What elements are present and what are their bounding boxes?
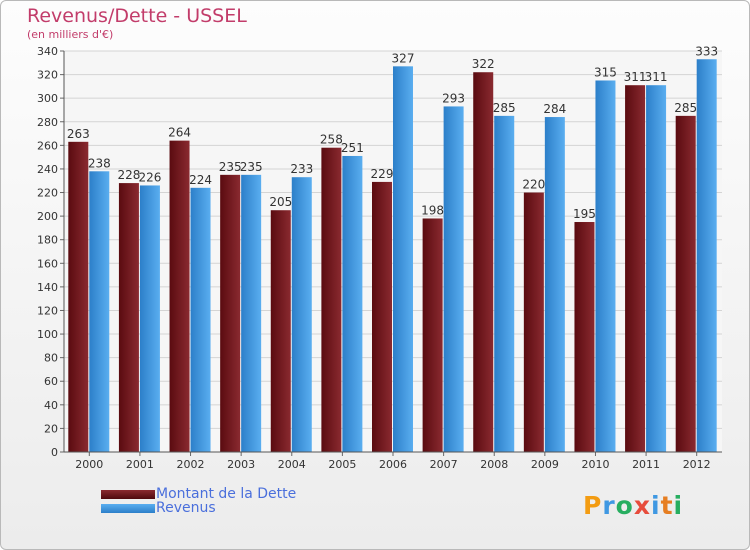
y-tick-label: 60	[44, 375, 58, 388]
x-tick-label: 2002	[177, 458, 205, 471]
x-tick-label: 2001	[126, 458, 154, 471]
data-label-dette: 285	[674, 101, 697, 115]
proxiti-logo: Proxiti	[583, 491, 684, 520]
y-tick-label: 300	[37, 92, 58, 105]
x-tick-label: 2012	[683, 458, 711, 471]
x-tick-label: 2011	[632, 458, 660, 471]
y-tick-label: 40	[44, 399, 58, 412]
bar-dette	[118, 183, 139, 452]
bar-revenus	[241, 174, 262, 452]
data-label-revenus: 238	[88, 156, 111, 170]
data-label-dette: 235	[219, 160, 242, 174]
bar-revenus	[89, 171, 110, 453]
y-tick-label: 140	[37, 281, 58, 294]
x-tick-label: 2005	[328, 458, 356, 471]
y-tick-label: 160	[37, 257, 58, 270]
data-label-revenus: 315	[594, 65, 617, 79]
x-tick-label: 2004	[278, 458, 306, 471]
bar-revenus	[494, 115, 515, 452]
data-label-dette: 322	[472, 57, 495, 71]
bar-dette	[473, 72, 494, 453]
data-label-dette: 198	[421, 203, 444, 217]
data-label-revenus: 333	[695, 44, 718, 58]
bar-revenus	[342, 155, 363, 452]
data-label-revenus: 311	[645, 70, 668, 84]
legend-swatch-revenus	[101, 504, 155, 513]
chart-title: Revenus/Dette - USSEL	[27, 5, 247, 27]
y-tick-label: 340	[37, 45, 58, 58]
y-tick-label: 120	[37, 304, 58, 317]
bar-revenus	[393, 66, 413, 453]
data-label-dette: 258	[320, 133, 343, 147]
bar-dette	[372, 181, 392, 452]
data-label-revenus: 284	[543, 102, 566, 116]
bar-revenus	[443, 106, 464, 453]
bar-revenus	[646, 85, 667, 452]
bar-dette	[321, 147, 342, 452]
data-label-revenus: 224	[189, 173, 212, 187]
data-label-dette: 220	[522, 178, 545, 192]
y-tick-label: 220	[37, 187, 58, 200]
y-tick-label: 200	[37, 210, 58, 223]
data-label-revenus: 285	[493, 101, 516, 115]
y-tick-label: 260	[37, 139, 58, 152]
bar-dette	[169, 140, 190, 452]
bar-dette	[625, 85, 646, 452]
data-label-dette: 311	[624, 70, 647, 84]
data-label-revenus: 251	[341, 141, 364, 155]
bar-revenus	[544, 117, 565, 452]
x-tick-label: 2010	[581, 458, 609, 471]
chart-subtitle: (en milliers d'€)	[27, 28, 114, 41]
data-label-dette: 229	[371, 167, 394, 181]
data-label-dette: 205	[269, 195, 292, 209]
x-tick-label: 2009	[531, 458, 559, 471]
legend-label-revenus: Revenus	[156, 500, 216, 516]
y-tick-label: 0	[51, 446, 58, 459]
bar-revenus	[139, 185, 160, 452]
bar-revenus	[190, 187, 211, 452]
bar-revenus	[291, 177, 312, 452]
y-tick-label: 80	[44, 352, 58, 365]
y-tick-label: 180	[37, 234, 58, 247]
bar-dette	[422, 218, 443, 452]
bar-dette	[270, 210, 291, 452]
data-label-revenus: 226	[138, 170, 161, 184]
data-label-dette: 264	[168, 126, 191, 140]
bar-revenus	[696, 59, 717, 452]
bar-dette	[523, 192, 544, 452]
y-tick-label: 240	[37, 163, 58, 176]
data-label-revenus: 235	[240, 160, 263, 174]
data-label-revenus: 327	[392, 51, 415, 65]
y-tick-label: 100	[37, 328, 58, 341]
data-label-revenus: 233	[290, 162, 313, 176]
x-tick-label: 2007	[430, 458, 458, 471]
data-label-revenus: 293	[442, 91, 465, 105]
legend-label-dette: Montant de la Dette	[156, 486, 297, 502]
bar-revenus	[595, 80, 616, 452]
x-tick-label: 2008	[480, 458, 508, 471]
y-tick-label: 20	[44, 422, 58, 435]
y-tick-label: 320	[37, 69, 58, 82]
data-label-dette: 195	[573, 207, 596, 221]
x-tick-label: 2003	[227, 458, 255, 471]
bar-dette	[675, 115, 696, 452]
bar-dette	[574, 222, 595, 452]
bar-dette	[220, 174, 241, 452]
x-tick-label: 2006	[379, 458, 407, 471]
legend-swatch-dette	[101, 490, 155, 499]
x-tick-label: 2000	[75, 458, 103, 471]
data-label-dette: 228	[117, 168, 140, 182]
data-label-dette: 263	[67, 127, 90, 141]
bar-dette	[68, 141, 89, 453]
y-tick-label: 280	[37, 116, 58, 129]
